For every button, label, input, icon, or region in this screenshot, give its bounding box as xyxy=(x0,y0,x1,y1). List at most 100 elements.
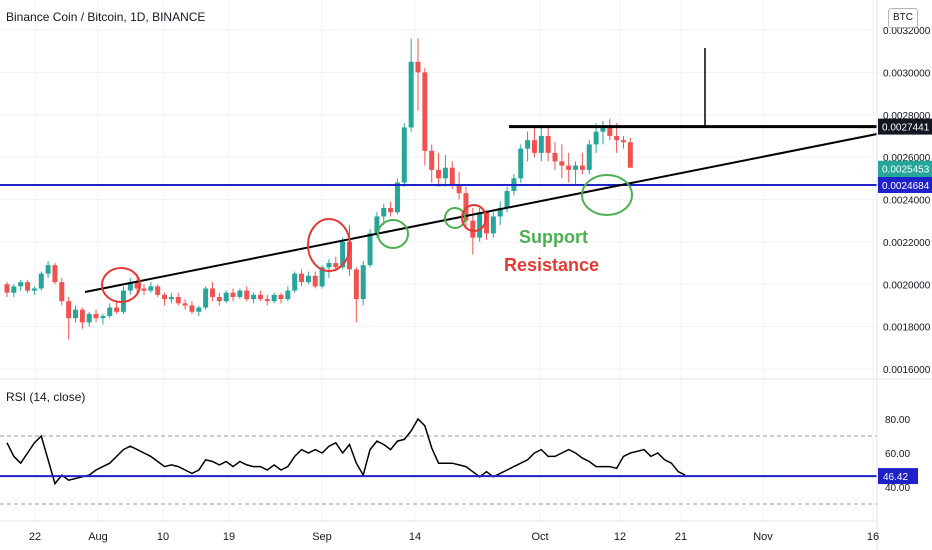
price-tick-label: 0.0022000 xyxy=(883,238,931,249)
candle-body xyxy=(484,212,489,234)
candle xyxy=(100,313,106,325)
candle xyxy=(203,286,209,310)
candle xyxy=(52,263,58,285)
candle-body xyxy=(114,307,120,312)
candle-body xyxy=(566,165,572,170)
candle-body xyxy=(271,294,277,302)
time-tick-label: 16 xyxy=(867,531,879,543)
candle xyxy=(237,288,243,300)
candle-body xyxy=(312,275,318,287)
candle xyxy=(573,161,579,185)
price-tick-label: 0.0032000 xyxy=(883,26,931,37)
candle-body xyxy=(162,294,168,300)
candle xyxy=(182,299,188,310)
rsi-tick-label: 80.00 xyxy=(885,415,910,426)
candle xyxy=(593,123,599,153)
candle-body xyxy=(25,282,31,291)
candle xyxy=(175,292,181,306)
candle xyxy=(79,307,85,329)
candle xyxy=(114,301,120,314)
candle-body xyxy=(353,269,359,300)
price-tick-label: 0.0028000 xyxy=(883,111,931,122)
candle xyxy=(223,290,229,304)
drawing-layer: Support Resistance xyxy=(0,48,878,303)
candle-body xyxy=(31,288,37,291)
candle xyxy=(408,38,414,132)
rsi-tick-label: 40.00 xyxy=(885,483,910,494)
candle xyxy=(168,292,174,304)
candle xyxy=(531,127,537,158)
candle-body xyxy=(100,316,106,319)
candle-body xyxy=(470,220,476,238)
annotation-circle xyxy=(307,218,351,272)
rsi-value-text: 46.42 xyxy=(883,472,908,483)
candle-body xyxy=(230,292,236,297)
candle xyxy=(292,271,298,293)
candle-body xyxy=(148,286,154,291)
time-tick-label: 22 xyxy=(29,531,41,543)
currency-button[interactable]: BTC xyxy=(888,8,918,28)
candle-body xyxy=(189,305,195,312)
candle xyxy=(394,178,400,215)
candle xyxy=(299,269,305,287)
candle xyxy=(525,131,531,162)
candle xyxy=(566,152,572,183)
candle-body xyxy=(552,152,558,162)
candle xyxy=(196,305,202,317)
candle-body xyxy=(4,284,10,293)
candle-body xyxy=(429,150,435,170)
annotation-circle xyxy=(461,204,487,232)
candle-body xyxy=(559,161,565,166)
candle-body xyxy=(422,72,428,151)
price-tick-label: 0.0030000 xyxy=(883,68,931,79)
candle-body xyxy=(86,313,92,323)
candle-body xyxy=(18,282,24,287)
rsi-value-label: 46.42 xyxy=(878,468,918,485)
candle-body xyxy=(490,216,496,234)
rsi-title: RSI (14, close) xyxy=(6,390,86,404)
candle-body xyxy=(449,167,455,185)
candle-body xyxy=(621,140,626,143)
candle xyxy=(545,127,551,162)
candle-body xyxy=(497,207,503,217)
candle-body xyxy=(394,182,400,213)
candle xyxy=(614,123,620,153)
candle-body xyxy=(326,263,332,268)
candle xyxy=(278,292,284,304)
price-tick-label: 0.0020000 xyxy=(883,280,931,291)
candle-body xyxy=(381,207,387,217)
candle-body xyxy=(168,296,174,300)
candle-body xyxy=(278,294,284,300)
candle xyxy=(4,282,10,297)
annotation-circle xyxy=(581,174,633,216)
candle-body xyxy=(442,167,448,179)
candle-body xyxy=(408,61,414,128)
candle xyxy=(25,280,31,293)
candle-body xyxy=(545,135,551,153)
candlestick-series xyxy=(4,38,633,340)
candle-body xyxy=(531,140,537,153)
candle xyxy=(621,135,626,149)
candle-body xyxy=(237,290,243,297)
candle xyxy=(422,68,428,166)
candle-body xyxy=(73,309,78,319)
candle-body xyxy=(374,216,380,234)
candle-body xyxy=(11,286,17,293)
candle xyxy=(442,155,448,187)
rsi-tick-label: 60.00 xyxy=(885,449,910,460)
candle xyxy=(360,260,366,306)
candle xyxy=(312,271,318,289)
candle-body xyxy=(401,127,407,183)
candle xyxy=(388,201,394,217)
price-label-box xyxy=(878,160,932,177)
candle xyxy=(627,138,633,168)
candle-body xyxy=(305,275,311,283)
price-label-box xyxy=(878,177,932,194)
candle xyxy=(230,288,236,302)
time-tick-label: 14 xyxy=(409,531,421,543)
candle-body xyxy=(141,288,147,291)
candle xyxy=(257,290,263,302)
candle xyxy=(586,140,592,175)
